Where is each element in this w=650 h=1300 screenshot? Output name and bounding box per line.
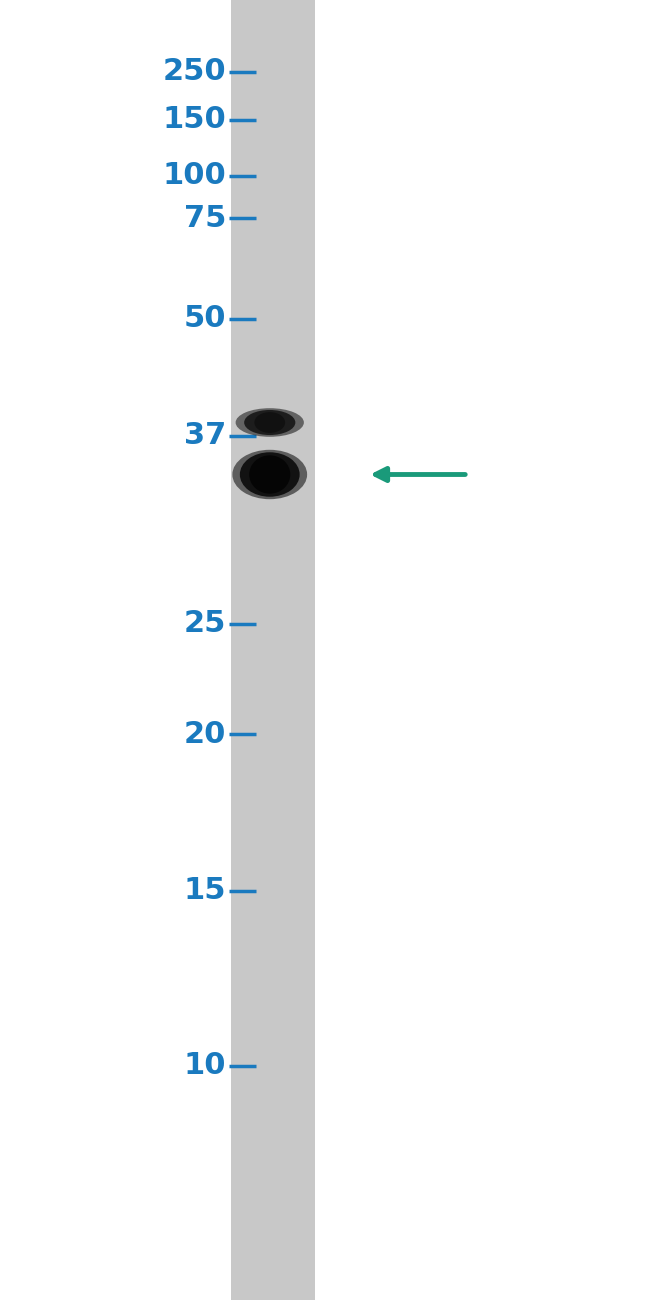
Ellipse shape — [249, 455, 291, 494]
Text: 250: 250 — [162, 57, 226, 86]
Text: 100: 100 — [162, 161, 226, 190]
Text: 25: 25 — [184, 610, 226, 638]
Text: 15: 15 — [184, 876, 226, 905]
Text: 75: 75 — [184, 204, 226, 233]
Text: 150: 150 — [162, 105, 226, 134]
FancyBboxPatch shape — [231, 0, 315, 1300]
Ellipse shape — [235, 408, 304, 437]
Text: 37: 37 — [184, 421, 226, 450]
Ellipse shape — [244, 410, 295, 436]
Text: 20: 20 — [184, 720, 226, 749]
Text: 10: 10 — [184, 1052, 226, 1080]
Ellipse shape — [240, 452, 300, 497]
Ellipse shape — [254, 412, 285, 433]
Text: 50: 50 — [184, 304, 226, 333]
Ellipse shape — [233, 450, 307, 499]
